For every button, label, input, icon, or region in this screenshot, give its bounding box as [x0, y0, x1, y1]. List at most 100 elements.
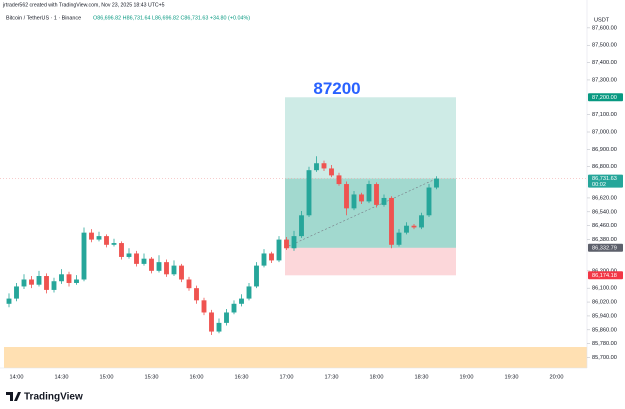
candle-body	[254, 265, 259, 287]
x-tick-label: 18:00	[370, 374, 384, 380]
candle-body	[44, 276, 49, 290]
candle-body	[156, 262, 162, 271]
candle-body	[419, 215, 424, 228]
candle-body	[179, 265, 184, 280]
candle-body	[96, 236, 102, 240]
y-tick-label: 85,700.00	[592, 355, 617, 361]
candle-body	[51, 281, 57, 290]
candle-body	[66, 274, 72, 283]
y-tick-label: 86,460.00	[592, 223, 617, 229]
candle-body	[276, 239, 282, 261]
candle-body	[186, 279, 192, 289]
candle-body	[246, 286, 252, 299]
x-tick-label: 19:30	[505, 374, 519, 380]
entry-badge-label: 86,332.79	[592, 245, 617, 251]
target-badge-label: 87,200.00	[592, 95, 617, 101]
candle-body	[134, 253, 139, 264]
y-tick-label: 86,380.00	[592, 237, 617, 243]
candle-body	[81, 232, 87, 280]
x-tick-label: 15:30	[145, 374, 159, 380]
y-tick-label: 86,800.00	[592, 164, 617, 170]
x-tick-label: 17:00	[280, 374, 294, 380]
candle-body	[149, 258, 154, 271]
y-tick-label: 85,780.00	[592, 341, 617, 347]
x-tick-label: 14:00	[10, 374, 24, 380]
candle-body	[284, 239, 289, 249]
candle-body	[164, 262, 169, 275]
candle-body	[366, 184, 372, 202]
target-badge	[588, 93, 623, 102]
candle-body	[299, 215, 304, 237]
y-tick-label: 87,600.00	[592, 25, 617, 31]
candle-body	[404, 225, 409, 233]
candle-body	[194, 288, 199, 301]
candle-body	[344, 184, 349, 209]
candle-body	[351, 194, 357, 209]
x-tick-label: 20:00	[550, 374, 564, 380]
candle-body	[329, 168, 334, 176]
candle-body	[239, 298, 244, 304]
brand-logo	[6, 392, 21, 401]
candle-body	[201, 300, 207, 313]
candle-body	[321, 163, 327, 169]
currency: USDT	[594, 17, 610, 23]
y-tick-label: 87,300.00	[592, 77, 617, 83]
candle-body	[36, 276, 42, 285]
credit: jrtrader562 created with TradingView.com…	[2, 2, 165, 8]
candle-body	[171, 265, 177, 275]
brand: TradingView	[6, 392, 83, 403]
x-tick-label: 15:00	[100, 374, 114, 380]
candle-body	[381, 197, 387, 205]
candle-body	[29, 279, 34, 285]
y-tick-label: 86,540.00	[592, 209, 617, 215]
candle-body	[224, 312, 229, 323]
y-tick-label: 85,860.00	[592, 327, 617, 333]
candle-body	[14, 286, 19, 299]
candle-body	[314, 163, 319, 171]
stop-zone	[285, 247, 456, 276]
candle-body	[119, 243, 124, 257]
candle-body	[291, 236, 297, 249]
candle-body	[104, 236, 109, 245]
session-band	[4, 347, 587, 368]
candle-body	[374, 184, 379, 205]
candle-body	[411, 225, 417, 228]
y-tick-label: 86,620.00	[592, 195, 617, 201]
candle-body	[396, 232, 402, 245]
target-zone	[285, 97, 456, 248]
candle-body	[434, 178, 439, 188]
x-tick-label: 14:30	[55, 374, 69, 380]
x-tick-label: 17:30	[325, 374, 339, 380]
candle-body	[231, 303, 237, 313]
candle-body	[59, 274, 64, 282]
y-tick-label: 87,000.00	[592, 129, 617, 135]
y-tick-label: 87,400.00	[592, 60, 617, 66]
symbol: Bitcoin / TetherUS · 1 · Binance	[6, 15, 81, 21]
x-tick-label: 16:30	[235, 374, 249, 380]
candle-body	[111, 243, 117, 245]
price-badge-label: 86,731.63	[592, 176, 617, 182]
y-tick-label: 85,940.00	[592, 313, 617, 319]
candle-body	[336, 175, 342, 185]
stop-badge	[588, 271, 623, 280]
candle-body	[389, 197, 394, 245]
candle-body	[426, 187, 432, 216]
candle-body	[89, 232, 94, 240]
x-tick-label: 19:00	[460, 374, 474, 380]
brand-name: TradingView	[24, 392, 83, 403]
x-tick-label: 18:30	[415, 374, 429, 380]
candle-body	[74, 279, 79, 283]
price-badge	[588, 174, 623, 188]
y-tick-label: 87,500.00	[592, 43, 617, 49]
ohlc-legend: O86,696.82 H86,731.64 L86,696.82 C86,731…	[93, 15, 250, 21]
candle-body	[141, 258, 147, 264]
y-tick-label: 86,900.00	[592, 147, 617, 153]
candle-body	[126, 253, 132, 257]
target-label: 87200	[313, 79, 360, 98]
y-tick-label: 86,100.00	[592, 286, 617, 292]
candle-body	[209, 312, 214, 332]
y-tick-label: 87,100.00	[592, 112, 617, 118]
candle-body	[6, 298, 12, 304]
candle-body	[261, 253, 267, 266]
